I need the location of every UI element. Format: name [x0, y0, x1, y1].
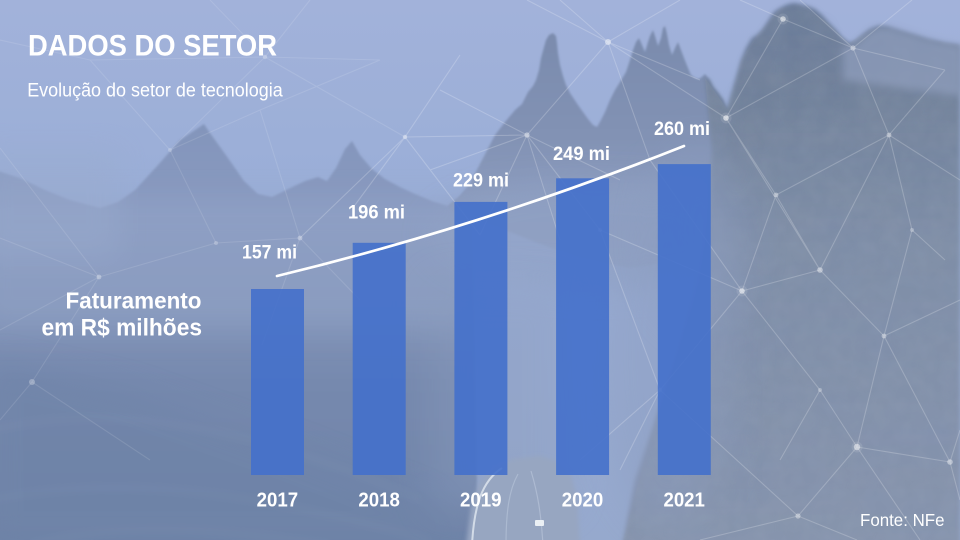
- svg-text:2018: 2018: [358, 489, 400, 512]
- svg-text:Evolução do setor de tecnologi: Evolução do setor de tecnologia: [27, 80, 283, 101]
- svg-text:em R$ milhões: em R$ milhões: [42, 314, 203, 341]
- svg-text:260 mi: 260 mi: [654, 118, 710, 140]
- svg-text:2019: 2019: [460, 489, 502, 512]
- svg-text:2020: 2020: [562, 489, 604, 512]
- svg-text:249 mi: 249 mi: [553, 143, 610, 165]
- svg-text:157 mi: 157 mi: [242, 242, 297, 264]
- svg-text:2017: 2017: [257, 489, 299, 512]
- svg-text:Fonte: NFe: Fonte: NFe: [860, 510, 945, 530]
- svg-text:Faturamento: Faturamento: [66, 287, 202, 313]
- svg-text:196 mi: 196 mi: [348, 201, 405, 223]
- svg-text:2021: 2021: [663, 489, 705, 512]
- svg-text:229 mi: 229 mi: [453, 170, 509, 192]
- svg-text:DADOS DO SETOR: DADOS DO SETOR: [28, 29, 277, 62]
